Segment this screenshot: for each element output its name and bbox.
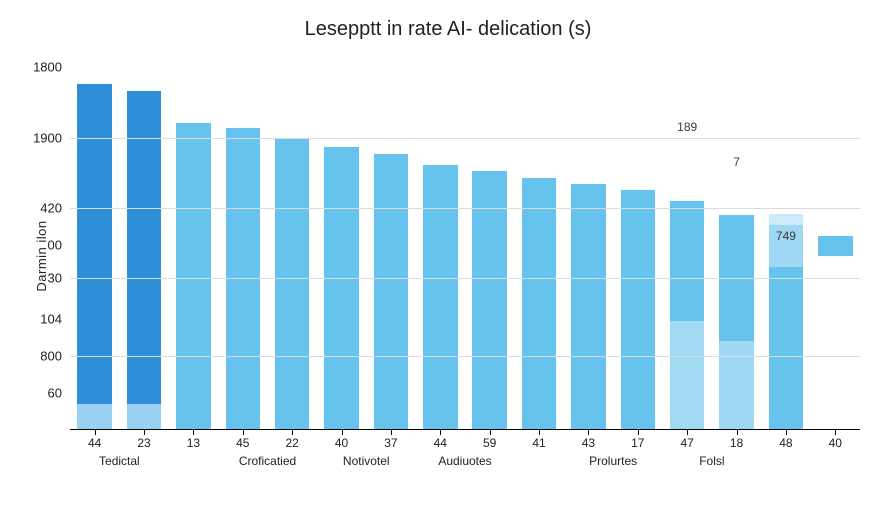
x-tick-mark [588, 430, 589, 435]
bar-slot [613, 60, 662, 430]
x-tick-mark [243, 430, 244, 435]
bar [522, 178, 557, 430]
bar-overlay [670, 321, 705, 430]
grid-line [70, 208, 860, 209]
x-tick-number: 22 [286, 436, 299, 450]
x-category-label: Prolurtes [589, 454, 637, 468]
x-tick-mark [638, 430, 639, 435]
bar-slot [70, 60, 119, 430]
x-tick-number: 40 [829, 436, 842, 450]
x-tick-mark [835, 430, 836, 435]
bar-slot [663, 60, 712, 430]
x-tick-number: 47 [681, 436, 694, 450]
x-axis-baseline [70, 429, 860, 430]
x-tick-number: 40 [335, 436, 348, 450]
x-category-label: Tedictal [99, 454, 140, 468]
bar-slot [811, 60, 860, 430]
x-tick-number: 48 [779, 436, 792, 450]
bar-slot [761, 60, 810, 430]
grid-line [70, 356, 860, 357]
x-tick-number: 41 [532, 436, 545, 450]
bar-slot [712, 60, 761, 430]
bar-overlay-label: 749 [776, 229, 796, 243]
x-tick-mark [391, 430, 392, 435]
bar-slot [465, 60, 514, 430]
x-tick-number: 37 [384, 436, 397, 450]
bar [571, 184, 606, 430]
x-tick-number: 44 [88, 436, 101, 450]
bar-overlay [77, 404, 112, 430]
bar-slot [564, 60, 613, 430]
x-category-label: Notivotel [343, 454, 390, 468]
x-tick-number: 43 [582, 436, 595, 450]
x-tick-mark [737, 430, 738, 435]
bar-slot [416, 60, 465, 430]
bar [621, 190, 656, 431]
x-tick-mark [440, 430, 441, 435]
bar-overlay [719, 341, 754, 430]
bar [127, 91, 162, 430]
bar-slot [317, 60, 366, 430]
y-tick-label: 420 [40, 201, 62, 216]
x-tick-mark [342, 430, 343, 435]
y-tick-label: 1800 [33, 60, 62, 75]
bar-slot [514, 60, 563, 430]
x-tick-mark [786, 430, 787, 435]
bar-slot [119, 60, 168, 430]
y-tick-label: 30 [48, 271, 62, 286]
grid-line [70, 278, 860, 279]
bar [472, 171, 507, 430]
bar-overlay-label: 189 [677, 120, 697, 134]
y-tick-label: 800 [40, 349, 62, 364]
x-tick-mark [95, 430, 96, 435]
bar [818, 236, 853, 256]
bar [176, 123, 211, 430]
bar [423, 165, 458, 430]
x-tick-number: 17 [631, 436, 644, 450]
x-tick-number: 59 [483, 436, 496, 450]
x-tick-mark [292, 430, 293, 435]
x-tick-number: 45 [236, 436, 249, 450]
x-category-label: Audiuotes [438, 454, 491, 468]
bar-slot [366, 60, 415, 430]
bar-slot [169, 60, 218, 430]
x-tick-number: 13 [187, 436, 200, 450]
bar-slot [218, 60, 267, 430]
bars-layer: 189 7 749 [70, 60, 860, 430]
bar [324, 147, 359, 430]
x-tick-mark [144, 430, 145, 435]
x-tick-mark [193, 430, 194, 435]
plot-area: 1897749 TedictalCroficatiedNotivotelAudi… [70, 60, 860, 430]
y-tick-label: 1900 [33, 130, 62, 145]
x-tick-mark [687, 430, 688, 435]
bar [77, 84, 112, 430]
x-category-label: Folsl [699, 454, 724, 468]
x-tick-number: 44 [434, 436, 447, 450]
x-tick-number: 23 [137, 436, 150, 450]
x-tick-mark [490, 430, 491, 435]
chart-container: Lesepptt in rate AI- delication (s) Darm… [0, 0, 896, 512]
bar [374, 154, 409, 430]
y-tick-label: 00 [48, 238, 62, 253]
bar-slot [268, 60, 317, 430]
bar [275, 138, 310, 430]
x-category-label: Croficatied [239, 454, 296, 468]
bar-overlay-label: 7 [733, 155, 740, 169]
x-tick-number: 18 [730, 436, 743, 450]
chart-title: Lesepptt in rate AI- delication (s) [0, 18, 896, 41]
y-tick-label: 60 [48, 386, 62, 401]
bar-overlay [127, 404, 162, 430]
grid-line [70, 138, 860, 139]
y-tick-label: 104 [40, 312, 62, 327]
x-tick-mark [539, 430, 540, 435]
